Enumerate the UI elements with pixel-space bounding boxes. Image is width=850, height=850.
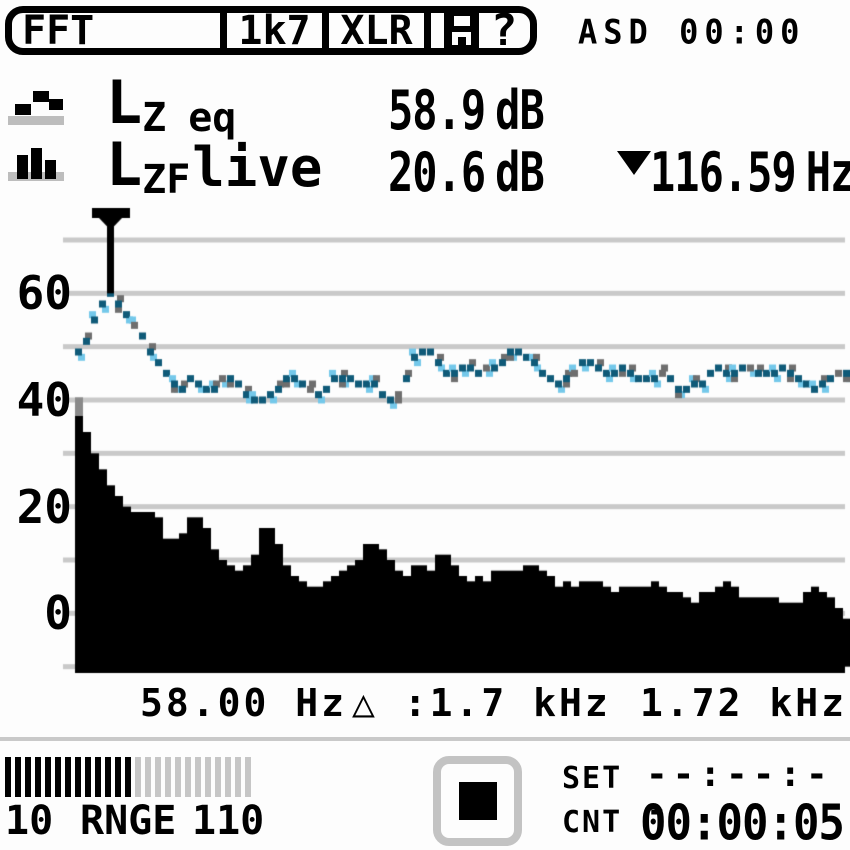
meter-segment [195,757,201,797]
legend-subscript: Z [142,95,167,141]
header-input[interactable]: XLR [329,7,424,54]
x-label-start: 58.00 Hz [140,681,348,725]
meter-segment [225,757,231,797]
legend-subscript: ZF [142,157,191,203]
meter-segment [85,757,91,797]
meter-segment [65,757,71,797]
meter-segment [105,757,111,797]
lzflive-readout: 20.6 dB [388,140,545,204]
cursor-marker-icon [617,151,651,175]
meter-segment [25,757,31,797]
header-bar: FFT 1k7 XLR ? [5,6,537,55]
cursor-frequency-unit: Hz [805,140,850,204]
header-resolution[interactable]: 1k7 [227,7,322,54]
divider [220,13,227,48]
set-timer-value: --:--:-- [646,754,833,831]
meter-segment [35,757,41,797]
input-label: XLR [340,7,413,54]
meter-segment [45,757,51,797]
meter-segment [235,757,241,797]
lzflive-value: 20.6 [388,140,486,204]
y-tick-60: 60 [16,266,72,320]
cursor-frequency-value: 116.59 [650,140,797,204]
meter-segment [115,757,121,797]
legend-symbol: L [106,68,143,138]
meter-segment [215,757,221,797]
divider [322,13,329,48]
lzeq-readout: 58.9 dB [388,78,545,142]
floppy-shutter [453,16,470,26]
floppy-label [451,32,471,45]
cnt-timer-label: CNT [562,805,623,840]
legend-symbol: L [106,130,143,200]
meter-segment [95,757,101,797]
save-icon[interactable] [443,13,479,48]
stop-button[interactable] [433,756,522,846]
legend-suffix: eq [188,95,237,141]
cnt-timer-value: 00:00:05 [640,794,845,850]
legend-suffix: live [192,136,323,199]
lzeq-value: 58.9 [388,78,486,142]
dotted-line-icon [8,84,68,130]
meter-segment [75,757,81,797]
meter-segment [175,757,181,797]
header-icons: ? [431,8,530,52]
meter-segment [135,757,141,797]
meter-segment [55,757,61,797]
y-tick-0: 0 [44,586,72,640]
y-tick-40: 40 [16,373,72,427]
divider [424,13,431,48]
meter-segment [205,757,211,797]
meter-segment [145,757,151,797]
range-max: 110 [192,798,265,844]
lzeq-unit: dB [495,78,545,142]
meter-segment [165,757,171,797]
bar-chart-icon [8,146,68,192]
header-mode-fft[interactable]: FFT [12,7,220,54]
meter-segment [245,757,251,797]
footer-divider [0,737,850,741]
range-label: RNGE [80,798,177,844]
meter-segment [5,757,11,797]
status-indicator: ASD 00:00 [578,11,806,52]
x-label-end: 1.72 kHz [639,681,847,725]
meter-segment [185,757,191,797]
lzflive-unit: dB [495,140,545,204]
meter-segment [125,757,131,797]
legend-label-lzeq: L Z eq [106,68,237,141]
set-timer-label: SET [562,761,623,796]
y-tick-20: 20 [16,480,72,534]
x-label-span: △ :1.7 kHz [352,681,611,725]
meter-segment [15,757,21,797]
mode-label: FFT [22,7,95,54]
range-min: 10 [5,798,54,844]
cursor-frequency-readout: 116.59 Hz [650,140,850,204]
help-icon[interactable]: ? [490,4,518,56]
legend-label-lzflive: L ZF live [106,130,323,203]
stop-icon [458,782,497,820]
resolution-label: 1k7 [238,7,311,54]
meter-segment [155,757,161,797]
level-range-meter [5,757,251,797]
